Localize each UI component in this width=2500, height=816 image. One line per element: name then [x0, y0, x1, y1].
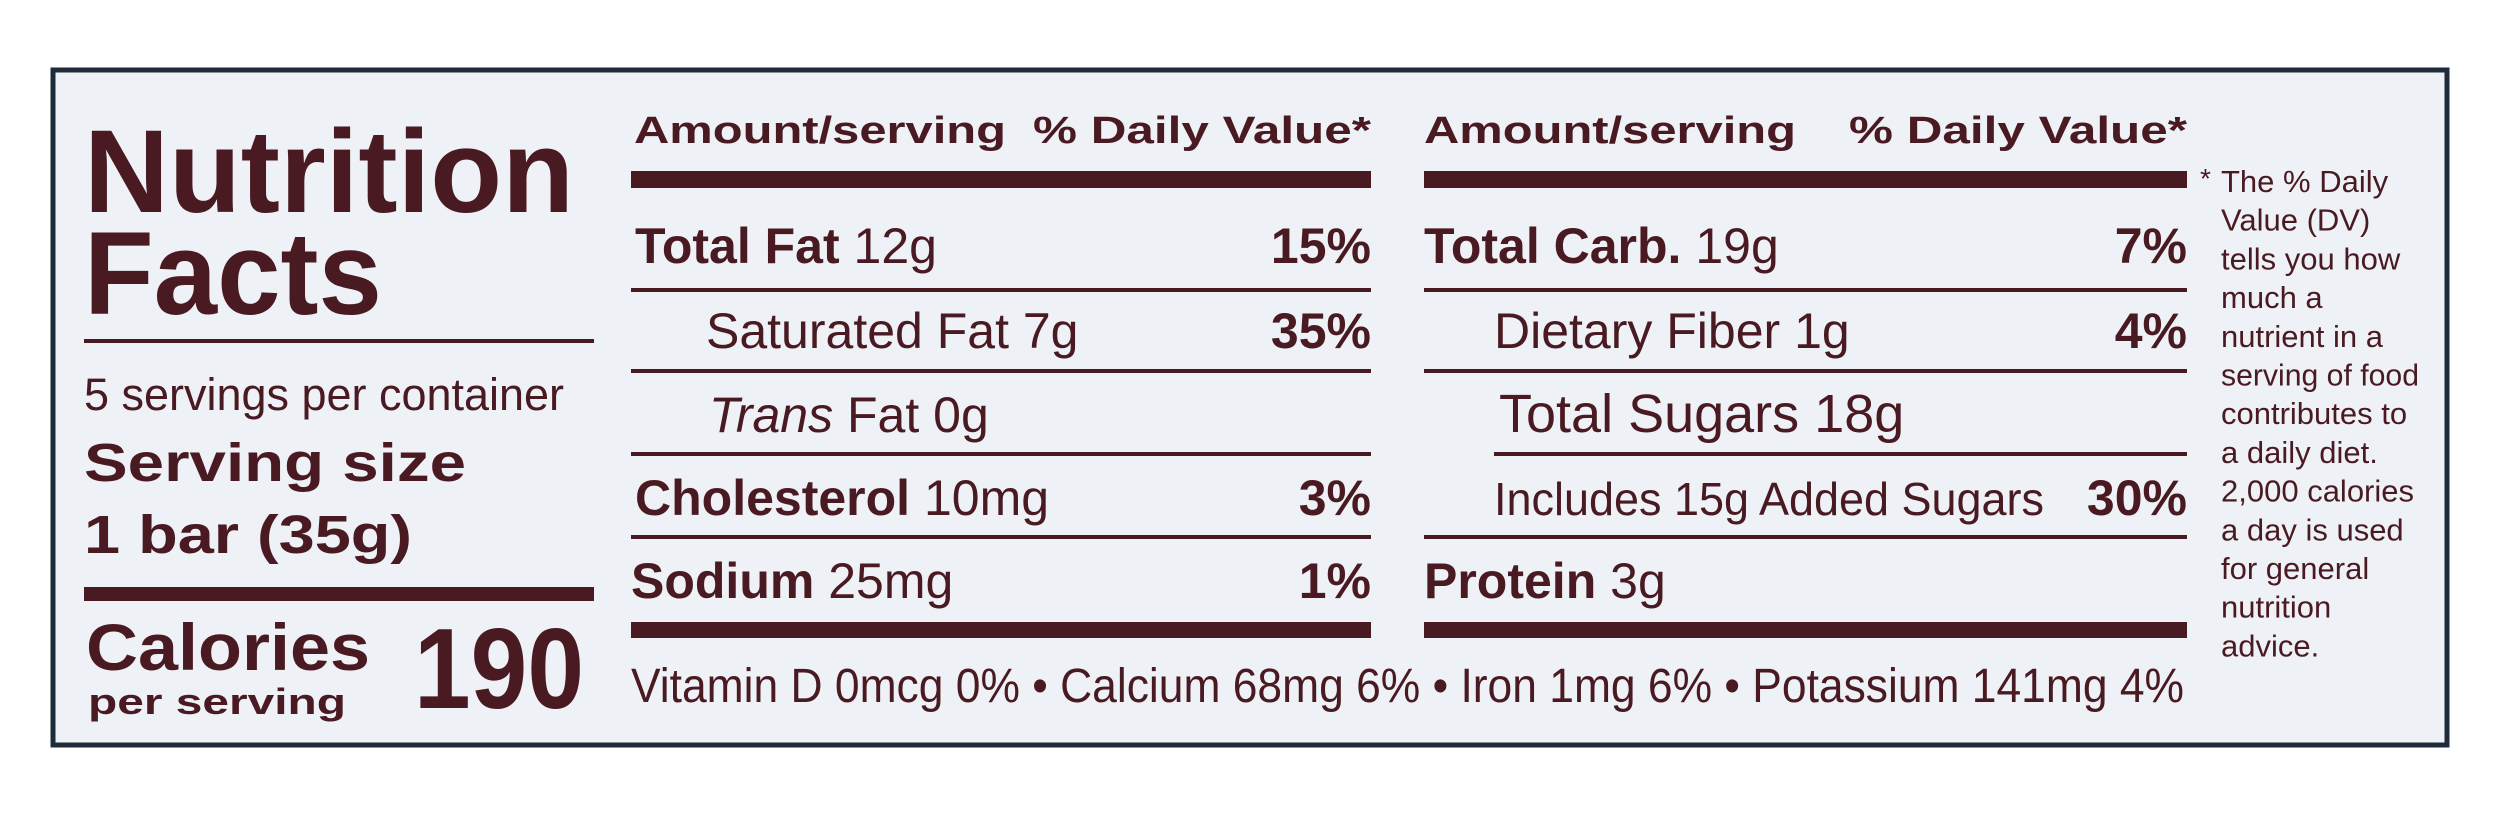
nutrient-amount: 3g	[1610, 553, 1666, 609]
nutrient-amount: 25mg	[828, 553, 953, 609]
nutrient-name: Total Sugars	[1499, 384, 1799, 444]
nutrient-name: Fat	[847, 387, 919, 443]
header: % Daily Value*	[1033, 110, 1371, 152]
rule	[631, 288, 1371, 292]
rule	[1494, 452, 2187, 456]
footnote: The % Daily Value (DV)tells you how much a…	[2221, 164, 2419, 663]
rule	[1424, 288, 2187, 292]
footnote-line: tells you how	[2221, 241, 2401, 276]
nutrient-name: Total Carb.	[1424, 218, 1681, 274]
nutrient-amount: 7g	[1023, 303, 1079, 359]
footnote-line: advice.	[2221, 628, 2319, 663]
nutrient-amount: 1g	[1794, 303, 1850, 359]
rule	[1424, 171, 2187, 188]
title: Nutrition	[84, 106, 574, 238]
rule	[1424, 369, 2187, 373]
nutrient-amount: 10mg	[924, 470, 1049, 526]
calories-sub: per serving	[88, 681, 346, 722]
nutrient-name: Protein	[1424, 553, 1596, 609]
nutrient-row: Total Sugars 18g	[1499, 384, 1904, 444]
daily-value: 4%	[2115, 303, 2187, 359]
nutrient-amount: 0g	[933, 387, 989, 443]
nutrient-name: Dietary Fiber	[1494, 303, 1780, 359]
serving-size-label: Serving size	[84, 433, 466, 493]
footnote-line: nutrient in a	[2221, 319, 2384, 354]
daily-value: 1%	[1299, 553, 1371, 609]
nutrient-row: Protein 3g	[1424, 553, 1666, 609]
footnote-line: much a	[2221, 280, 2323, 315]
header: % Daily Value*	[1849, 110, 2187, 152]
footnote-line: nutrition	[2221, 590, 2331, 625]
footnote-line: The % Daily	[2221, 164, 2389, 199]
calories-label: Calories	[86, 610, 370, 684]
nutrient-name: Cholesterol	[635, 470, 910, 526]
daily-value: 7%	[2115, 218, 2187, 274]
serving-size: 1 bar (35g)	[84, 505, 412, 565]
rule	[631, 452, 1371, 456]
footnote-line: a day is used	[2221, 512, 2404, 547]
rule	[84, 587, 594, 601]
rule	[631, 535, 1371, 539]
header: Amount/serving	[634, 110, 1006, 152]
rule	[631, 171, 1371, 188]
rule	[1424, 622, 2187, 638]
nutrient-row: Trans Fat 0g	[709, 387, 989, 443]
footnote-line: contributes to	[2221, 396, 2407, 431]
rule	[84, 339, 594, 343]
daily-value: 35%	[1271, 303, 1371, 359]
nutrient-name: Includes 15g Added Sugars	[1494, 473, 2044, 525]
rule	[1424, 535, 2187, 539]
footnote-line: 2,000 calories	[2221, 474, 2414, 509]
footnote-line: Value (DV)	[2221, 203, 2370, 238]
nutrient-row: Cholesterol 10mg	[635, 470, 1049, 526]
servings: 5 servings per container	[84, 369, 564, 420]
header: Amount/serving	[1424, 110, 1796, 152]
daily-value: 30%	[2087, 470, 2187, 526]
nutrient-amount: 18g	[1814, 384, 1904, 444]
footnote-line: a daily diet.	[2221, 435, 2378, 470]
nutrient-amount: 12g	[854, 218, 937, 274]
nutrient-name: Total Fat	[635, 218, 840, 274]
nutrient-amount: 19g	[1695, 218, 1778, 274]
nutrient-row: Saturated Fat 7g	[706, 303, 1079, 359]
footnote-line: serving of food	[2221, 358, 2419, 393]
nutrient-name: Saturated Fat	[706, 303, 1009, 359]
rule	[631, 622, 1371, 638]
title: Facts	[84, 208, 382, 340]
daily-value: 15%	[1271, 218, 1371, 274]
nutrient-name: Sodium	[631, 553, 814, 609]
footnote-line: for general	[2221, 551, 2369, 586]
nutrient-name: Trans	[709, 387, 833, 443]
nutrient-row: Total Fat 12g	[635, 218, 937, 274]
footnote-asterisk: *	[2200, 163, 2211, 194]
calories: 190	[414, 606, 584, 733]
nutrient-row: Sodium 25mg	[631, 553, 953, 609]
nutrient-row: Dietary Fiber 1g	[1494, 303, 1850, 359]
daily-value: 3%	[1299, 470, 1371, 526]
vitamins: Vitamin D 0mcg 0% • Calcium 68mg 6% • Ir…	[631, 660, 2184, 713]
rule	[631, 369, 1371, 373]
nutrient-row: Total Carb. 19g	[1424, 218, 1779, 274]
